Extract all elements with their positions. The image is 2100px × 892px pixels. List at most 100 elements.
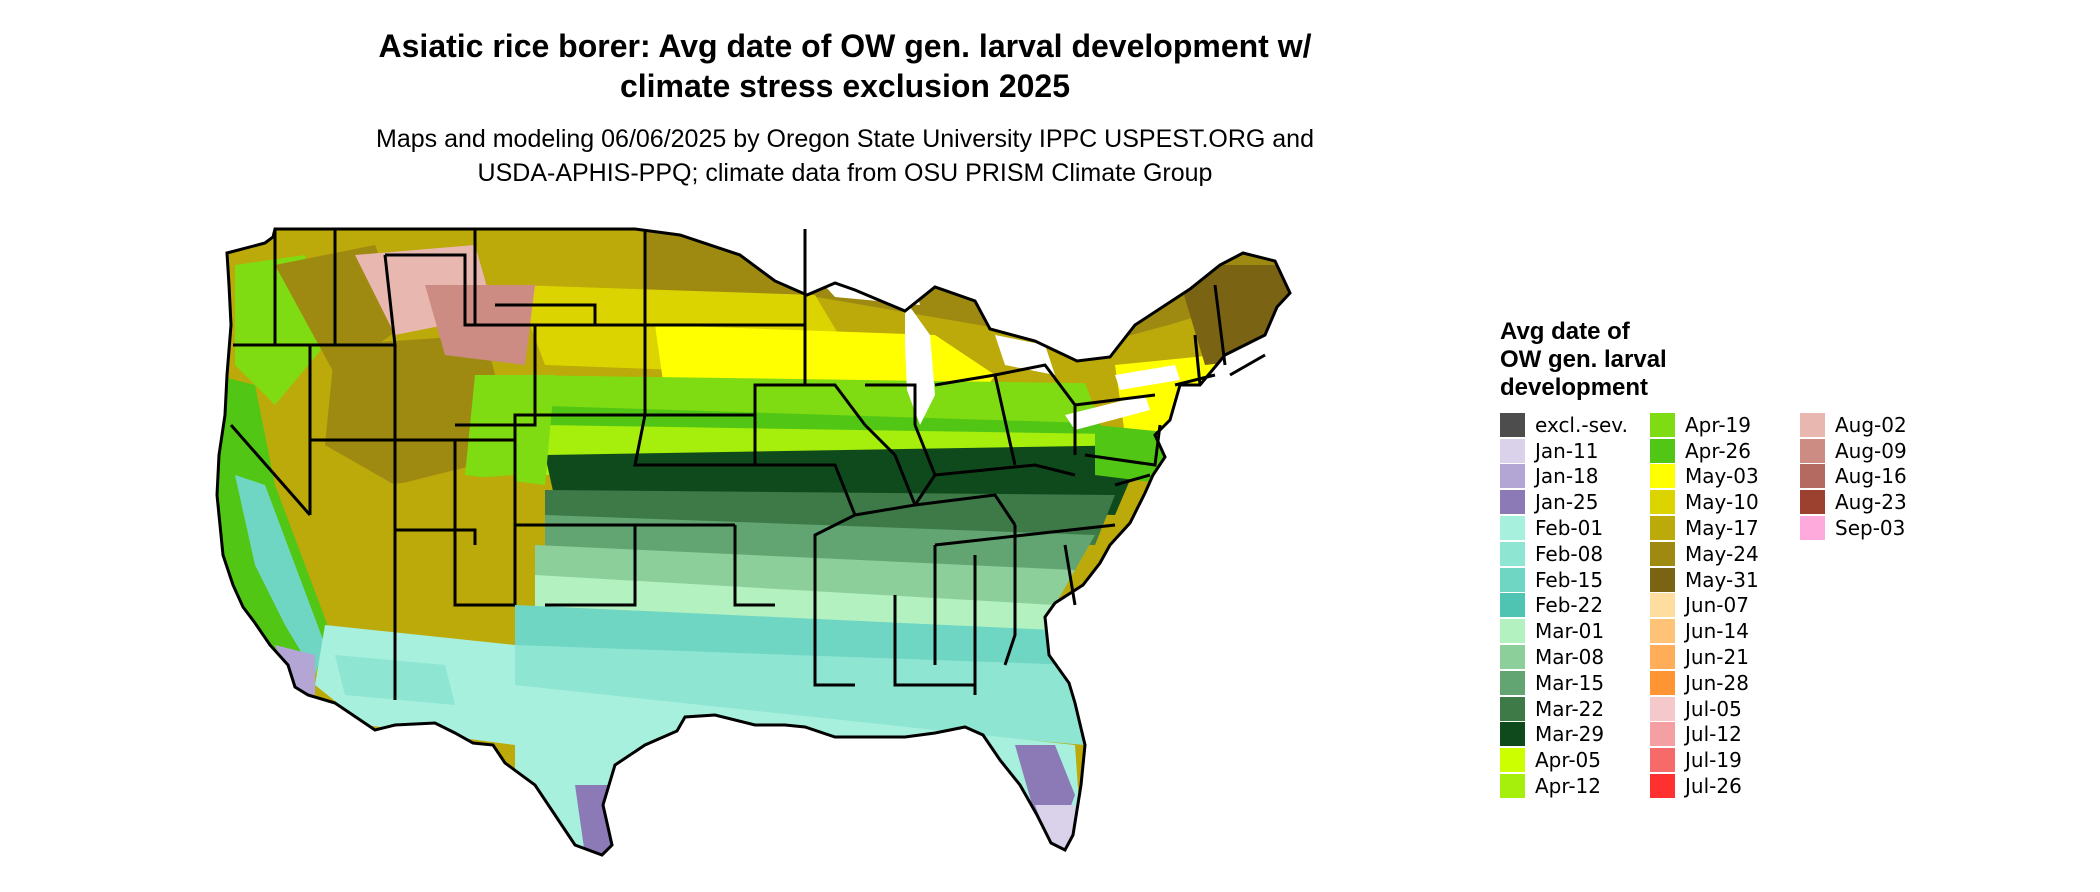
title-line-1: Asiatic rice borer: Avg date of OW gen. … [378, 28, 1312, 64]
legend-item: Mar-22 [1500, 696, 1650, 722]
legend-label: Feb-01 [1535, 516, 1604, 541]
legend-item: Mar-15 [1500, 670, 1650, 696]
legend-label: Jul-12 [1685, 722, 1742, 747]
legend-label: Jul-05 [1685, 696, 1742, 721]
legend-item: Apr-19 [1650, 412, 1800, 438]
legend-item: Jun-28 [1650, 670, 1800, 696]
legend-label: Apr-05 [1535, 748, 1601, 773]
legend-item: Jun-07 [1650, 593, 1800, 619]
legend-swatch [1500, 567, 1525, 592]
legend-label: May-31 [1685, 567, 1759, 592]
legend-label: Feb-22 [1535, 593, 1604, 618]
legend-label: Feb-08 [1535, 541, 1604, 566]
legend-swatch [1800, 438, 1825, 463]
legend-label: Jun-28 [1685, 670, 1749, 695]
legend-item: excl.-sev. [1500, 412, 1650, 438]
legend-label: Sep-03 [1835, 516, 1906, 541]
legend-swatch [1800, 516, 1825, 541]
legend-swatch [1650, 567, 1675, 592]
legend-swatch [1650, 464, 1675, 489]
title-line-2: climate stress exclusion 2025 [619, 68, 1071, 104]
legend-swatch [1650, 541, 1675, 566]
legend-item: Apr-26 [1650, 438, 1800, 464]
subtitle-line-1: Maps and modeling 06/06/2025 by Oregon S… [376, 125, 1314, 153]
legend-swatch [1500, 541, 1525, 566]
legend-swatch [1800, 490, 1825, 515]
legend-label: Jun-21 [1685, 645, 1749, 670]
legend-item: Jan-25 [1500, 489, 1650, 515]
legend-item: Mar-29 [1500, 722, 1650, 748]
legend-swatch [1650, 438, 1675, 463]
legend-item: Jul-12 [1650, 722, 1800, 748]
legend-label: Jun-07 [1685, 593, 1749, 618]
legend-swatch [1650, 670, 1675, 695]
legend-label: Feb-15 [1535, 567, 1604, 592]
legend-swatch [1500, 670, 1525, 695]
legend-item: Jun-14 [1650, 618, 1800, 644]
legend-item: Feb-01 [1500, 515, 1650, 541]
legend-label: Mar-01 [1535, 619, 1605, 644]
legend-title: Avg date of OW gen. larval development [1500, 318, 1740, 402]
legend-item: Sep-03 [1800, 515, 1950, 541]
legend-label: Mar-22 [1535, 696, 1605, 721]
legend-item: May-17 [1650, 515, 1800, 541]
legend-item: Jun-21 [1650, 644, 1800, 670]
legend-item: Apr-05 [1500, 747, 1650, 773]
map-legend: Avg date of OW gen. larval development e… [1500, 318, 1950, 799]
legend-item: Jan-18 [1500, 464, 1650, 490]
legend-swatch [1650, 412, 1675, 437]
legend-column: Aug-02 Aug-09 Aug-16 Aug-23 Sep-03 [1800, 412, 1950, 799]
legend-swatch [1650, 748, 1675, 773]
legend-item: May-10 [1650, 489, 1800, 515]
legend-item: Aug-16 [1800, 464, 1950, 490]
legend-item: Mar-01 [1500, 618, 1650, 644]
legend-label: Jan-11 [1535, 438, 1599, 463]
legend-label: May-17 [1685, 516, 1759, 541]
legend-swatch [1650, 490, 1675, 515]
legend-title-line-3: development [1500, 374, 1649, 401]
legend-label: excl.-sev. [1535, 412, 1628, 437]
us-map [215, 225, 1470, 890]
legend-swatch [1650, 516, 1675, 541]
legend-label: Mar-08 [1535, 645, 1605, 670]
legend-swatch [1650, 722, 1675, 747]
legend-swatch [1650, 696, 1675, 721]
legend-label: Apr-19 [1685, 412, 1751, 437]
legend-item: Feb-08 [1500, 541, 1650, 567]
legend-swatch [1800, 412, 1825, 437]
legend-column: Apr-19 Apr-26 May-03 May-10 May-17 May-24 May-… [1650, 412, 1800, 799]
legend-item: Aug-09 [1800, 438, 1950, 464]
legend-label: Jul-26 [1685, 774, 1742, 799]
legend-swatch [1500, 748, 1525, 773]
legend-swatch [1500, 490, 1525, 515]
legend-swatch [1500, 645, 1525, 670]
legend-label: Mar-29 [1535, 722, 1605, 747]
legend-columns: excl.-sev. Jan-11 Jan-18 Jan-25 Feb-01 Feb-08… [1500, 412, 1950, 799]
legend-swatch [1500, 696, 1525, 721]
legend-swatch [1500, 619, 1525, 644]
legend-swatch [1650, 619, 1675, 644]
legend-label: Aug-16 [1835, 464, 1907, 489]
legend-swatch [1800, 464, 1825, 489]
legend-swatch [1650, 645, 1675, 670]
legend-label: Jan-25 [1535, 490, 1599, 515]
legend-item: May-03 [1650, 464, 1800, 490]
legend-swatch [1500, 464, 1525, 489]
legend-title-line-1: Avg date of [1500, 318, 1630, 345]
legend-swatch [1500, 593, 1525, 618]
map-title: Asiatic rice borer: Avg date of OW gen. … [230, 26, 1460, 106]
legend-item: Aug-23 [1800, 489, 1950, 515]
legend-item: Jul-19 [1650, 747, 1800, 773]
legend-label: Aug-09 [1835, 438, 1907, 463]
legend-item: Jul-05 [1650, 696, 1800, 722]
legend-label: May-03 [1685, 464, 1759, 489]
legend-label: Aug-23 [1835, 490, 1907, 515]
legend-swatch [1500, 438, 1525, 463]
legend-label: Apr-12 [1535, 774, 1601, 799]
map-subtitle: Maps and modeling 06/06/2025 by Oregon S… [230, 122, 1460, 190]
legend-label: May-10 [1685, 490, 1759, 515]
legend-label: Jan-18 [1535, 464, 1599, 489]
legend-swatch [1500, 722, 1525, 747]
legend-title-line-2: OW gen. larval [1500, 346, 1667, 373]
legend-item: Aug-02 [1800, 412, 1950, 438]
